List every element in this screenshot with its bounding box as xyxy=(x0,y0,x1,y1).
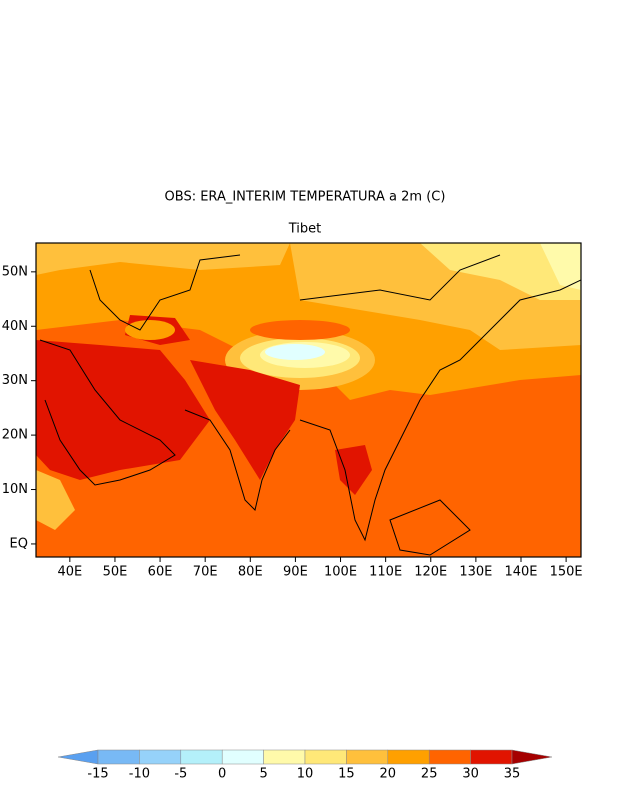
y-tick-label: 10N xyxy=(2,482,28,497)
colorbar-box xyxy=(387,749,430,765)
x-tick-label: 120E xyxy=(414,565,447,580)
colorbar-box xyxy=(470,749,513,765)
x-tick-label: 60E xyxy=(148,565,173,580)
colorbar-label: -5 xyxy=(174,767,187,782)
x-tick-label: 80E xyxy=(238,565,263,580)
x-tick-label: 90E xyxy=(283,565,308,580)
colorbar-label: -10 xyxy=(129,767,150,782)
colorbar-box xyxy=(139,749,182,765)
y-tick-label: 40N xyxy=(2,319,28,334)
subtitle: Tibet xyxy=(288,222,322,237)
x-tick-label: 150E xyxy=(550,565,583,580)
y-tick-label: EQ xyxy=(10,536,28,551)
colorbar-box xyxy=(428,749,471,765)
x-tick-label: 40E xyxy=(57,565,82,580)
colorbar-label: 0 xyxy=(218,767,226,782)
colorbar-label: -15 xyxy=(87,767,108,782)
colorbar-label: 10 xyxy=(297,767,314,782)
x-tick-label: 110E xyxy=(369,565,402,580)
title: OBS: ERA_INTERIM TEMPERATURA a 2m (C) xyxy=(165,190,446,205)
colorbar-box xyxy=(346,749,389,765)
colorbar-high xyxy=(511,749,553,765)
colorbar-box xyxy=(97,749,140,765)
y-tick-label: 30N xyxy=(2,373,28,388)
x-tick-label: 50E xyxy=(103,565,128,580)
x-tick-label: 130E xyxy=(459,565,492,580)
colorbar-label: 30 xyxy=(462,767,479,782)
colorbar-label: 25 xyxy=(421,767,438,782)
colorbar-label: 20 xyxy=(380,767,397,782)
map-field xyxy=(36,243,581,557)
colorbar-low xyxy=(57,749,99,765)
colorbar-label: 5 xyxy=(259,767,267,782)
colorbar-box xyxy=(304,749,347,765)
colorbar-label: 15 xyxy=(338,767,355,782)
colorbar-box xyxy=(180,749,223,765)
y-tick-label: 50N xyxy=(2,264,28,279)
x-tick-label: 70E xyxy=(193,565,218,580)
colorbar-label: 35 xyxy=(504,767,521,782)
colorbar-box xyxy=(263,749,306,765)
x-tick-label: 100E xyxy=(324,565,357,580)
colorbar-box xyxy=(221,749,264,765)
plot-frame xyxy=(35,242,582,558)
x-tick-label: 140E xyxy=(504,565,537,580)
y-tick-label: 20N xyxy=(2,428,28,443)
